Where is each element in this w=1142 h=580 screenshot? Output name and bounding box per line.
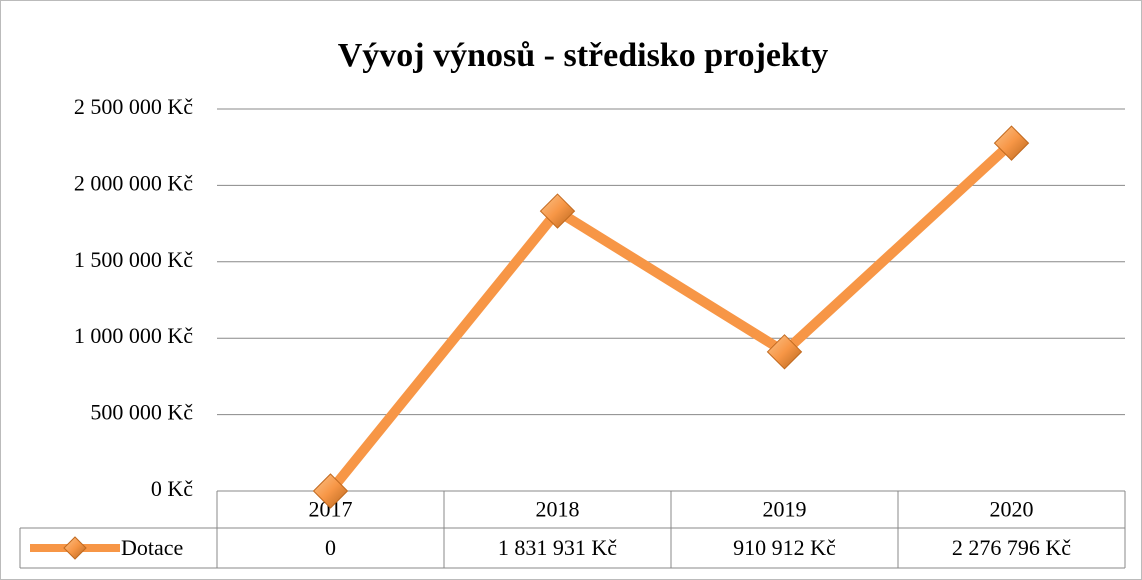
y-tick-label: 0 Kč (151, 476, 193, 501)
y-tick-label: 1 500 000 Kč (74, 247, 193, 272)
y-tick-label: 500 000 Kč (90, 400, 193, 425)
marker (766, 334, 803, 370)
legend-label: Dotace (121, 535, 183, 560)
chart-title: Vývoj výnosů - středisko projekty (338, 37, 829, 74)
data-label: 0 (325, 535, 336, 560)
y-tick-label: 1 000 000 Kč (74, 323, 193, 348)
x-tick-label: 2020 (990, 497, 1034, 522)
line (326, 139, 1015, 495)
data-label: 1 831 931 Kč (498, 535, 617, 560)
marker (993, 125, 1030, 161)
marker (539, 193, 576, 229)
y-tick-label: 2 000 000 Kč (74, 170, 193, 195)
legend-marker (63, 536, 87, 560)
marker (312, 473, 349, 509)
x-tick-label: 2019 (763, 497, 807, 522)
data-label: 2 276 796 Kč (952, 535, 1071, 560)
x-tick-label: 2018 (536, 497, 580, 522)
y-tick-label: 2 500 000 Kč (74, 94, 193, 119)
data-label: 910 912 Kč (733, 535, 836, 560)
